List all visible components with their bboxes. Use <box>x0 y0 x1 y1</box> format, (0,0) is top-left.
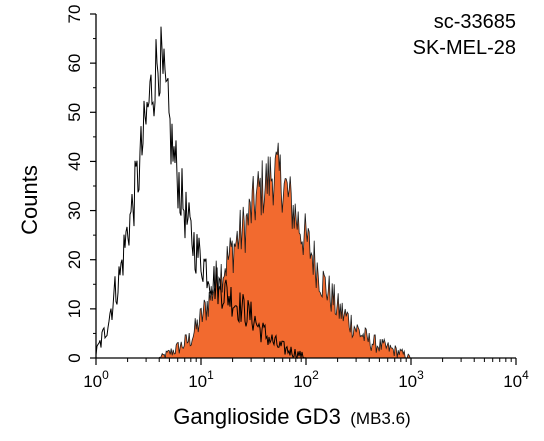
x-tick-label: 103 <box>398 368 424 391</box>
x-tick-label: 100 <box>83 368 109 391</box>
y-axis-title: Counts <box>17 165 42 235</box>
series-filled-outline <box>158 142 411 359</box>
y-tick-label: 50 <box>65 103 84 122</box>
y-tick-label: 10 <box>65 299 84 318</box>
y-tick-label: 0 <box>65 353 84 362</box>
y-tick-label: 30 <box>65 201 84 220</box>
x-tick-label: 101 <box>188 368 214 391</box>
x-axis-title: Ganglioside GD3 (MB3.6) <box>173 404 410 429</box>
series-open-outline <box>95 26 307 360</box>
plot-axes: 0 10 20 30 40 50 60 70 100 101 102 103 104 <box>65 5 529 391</box>
x-axis-title-main: Ganglioside GD3 <box>173 404 341 429</box>
plot-series <box>95 26 411 360</box>
y-tick-label: 70 <box>65 5 84 24</box>
y-tick-label: 60 <box>65 54 84 73</box>
annotation-cell-line: SK-MEL-28 <box>413 37 516 59</box>
x-tick-label: 102 <box>293 368 319 391</box>
plot-labels: Counts Ganglioside GD3 (MB3.6) sc-33685 … <box>17 11 516 429</box>
y-tick-label: 40 <box>65 152 84 171</box>
y-tick-label: 20 <box>65 250 84 269</box>
annotation-antibody: sc-33685 <box>434 11 516 33</box>
x-tick-label: 104 <box>503 368 529 391</box>
x-axis-title-suffix: (MB3.6) <box>350 409 410 428</box>
